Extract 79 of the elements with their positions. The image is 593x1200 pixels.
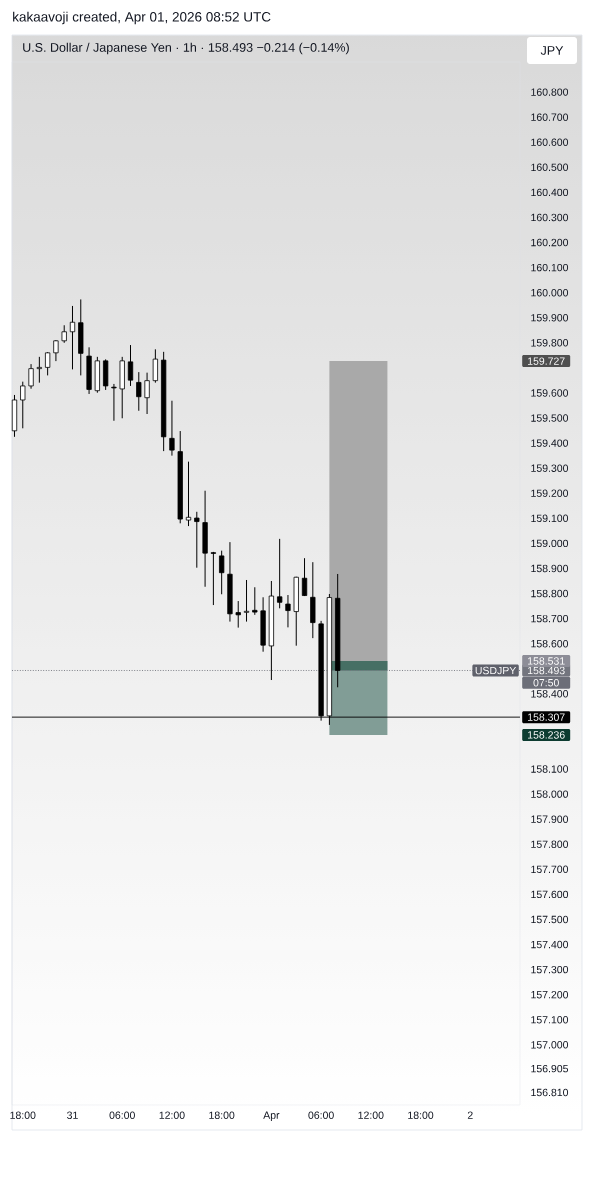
text: 159.727	[528, 357, 565, 365]
text: 158.236	[528, 731, 565, 739]
candlestick	[277, 538, 283, 609]
candlestick	[152, 348, 158, 384]
y-tick-label: 157.900	[531, 815, 569, 823]
y-tick-label: 160.100	[531, 263, 569, 272]
y-tick-label: 157.100	[531, 1016, 569, 1024]
x-tick-label: 06:00	[109, 1111, 135, 1119]
text: 158.531	[528, 657, 565, 665]
y-tick-label: 158.800	[531, 589, 569, 598]
y-tick-label: 160.500	[531, 163, 569, 172]
candlestick	[53, 339, 59, 362]
chart-title: U.S. Dollar / Japanese Yen · 1h · 158.493 −0.214 (−0.14%)	[23, 42, 349, 55]
candlestick	[285, 594, 291, 628]
y-tick-label: 159.500	[531, 414, 569, 422]
y-tick-label: 159.800	[531, 339, 569, 347]
y-tick-label: 158.700	[531, 614, 569, 623]
candlestick	[36, 356, 42, 384]
candlestick	[185, 461, 192, 527]
x-tick-label: 2	[467, 1111, 473, 1119]
y-tick-label: 158.600	[531, 639, 569, 648]
y-tick-label: 159.600	[531, 389, 569, 397]
y-tick-label: 160.400	[531, 188, 569, 197]
ref-line-label: 158.307	[528, 713, 565, 721]
y-tick-label: 157.300	[531, 965, 569, 974]
x-tick-label: 18:00	[10, 1111, 36, 1119]
y-tick-label: 157.200	[531, 990, 569, 999]
candlestick	[20, 381, 26, 429]
y-tick-label: 158.100	[531, 765, 569, 773]
text: 07:50	[533, 678, 559, 687]
candlestick	[136, 371, 142, 412]
y-tick-label: 158.900	[531, 564, 569, 573]
y-tick-label: 160.800	[531, 88, 569, 96]
candlestick	[243, 579, 250, 623]
x-tick-label: 18:00	[408, 1111, 434, 1119]
candlestick	[210, 551, 217, 606]
y-tick-label: 160.000	[531, 288, 569, 297]
y-axis-title: JPY	[540, 46, 564, 55]
y-tick-label: 158.400	[531, 690, 569, 698]
y-tick-label: 156.905	[531, 1064, 569, 1073]
annotation: USDJPY	[475, 666, 517, 675]
x-tick-label: Apr	[263, 1111, 280, 1121]
x-tick-label: 06:00	[308, 1111, 334, 1119]
y-tick-label: 159.100	[531, 514, 569, 523]
y-tick-label: 159.200	[531, 489, 569, 497]
text: kakaavoji created, Apr 01, 2026 08:52 UTC	[13, 11, 271, 25]
y-tick-label: 157.500	[531, 915, 569, 924]
candlestick	[69, 305, 76, 370]
candlestick	[127, 344, 134, 387]
y-tick-label: 160.700	[531, 113, 569, 121]
y-tick-label: 158.000	[531, 790, 569, 798]
y-tick-label: 159.300	[531, 464, 569, 472]
candlestick	[252, 586, 258, 616]
candlestick	[45, 351, 51, 376]
ref-line-label: 158.493	[528, 666, 565, 675]
y-tick-label: 157.700	[531, 865, 569, 874]
x-tick-label: 31	[67, 1111, 78, 1119]
candlestick	[301, 557, 308, 597]
candlestick	[111, 383, 117, 422]
y-tick-label: 157.400	[531, 940, 569, 949]
candlestick	[28, 363, 34, 390]
candlestick	[219, 550, 225, 595]
candlestick	[144, 372, 150, 415]
x-tick-label: 12:00	[159, 1111, 185, 1119]
x-tick-label: 18:00	[209, 1111, 235, 1119]
y-tick-label: 160.600	[531, 138, 569, 146]
y-tick-label: 159.000	[531, 539, 569, 548]
candlestick	[235, 600, 241, 629]
candlestick	[169, 400, 175, 457]
y-tick-label: 157.000	[531, 1041, 569, 1049]
y-tick-label: 160.300	[531, 213, 569, 222]
y-tick-label: 159.900	[531, 314, 569, 322]
y-tick-label: 157.600	[531, 890, 569, 899]
y-tick-label: 156.810	[531, 1088, 569, 1097]
y-tick-label: 160.200	[531, 238, 569, 247]
candlestick	[194, 511, 200, 569]
y-tick-label: 159.400	[531, 439, 569, 447]
x-tick-label: 12:00	[358, 1111, 384, 1119]
y-tick-label: 157.800	[531, 840, 569, 848]
